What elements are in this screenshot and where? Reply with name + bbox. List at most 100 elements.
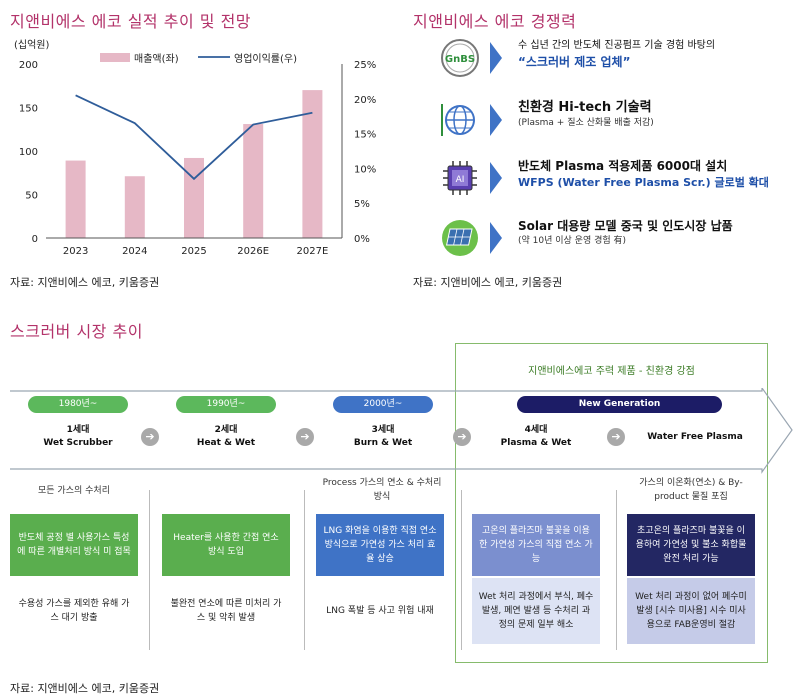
y-right-tick-label: 20% xyxy=(354,95,376,106)
gen2-name: 2세대 xyxy=(214,425,238,435)
col1-bottom: 수용성 가스를 제외한 유해 가스 대기 방출 xyxy=(18,599,130,623)
col3-bottom: LNG 폭발 등 사고 위험 내재 xyxy=(326,606,434,616)
x-tick-label: 2025 xyxy=(181,246,206,257)
x-tick-label: 2023 xyxy=(63,246,88,257)
competitive-heading: Solar 대용량 모델 중국 및 인도시장 납품 xyxy=(518,219,733,233)
margin-line xyxy=(75,94,313,181)
gen3-label: 3세대 Burn & Wet xyxy=(333,424,433,450)
chart-source: 자료: 지앤비에스 에코, 키움증권 xyxy=(10,276,160,289)
y-left-tick-label: 0 xyxy=(32,234,38,245)
competitive-item-experience: GnBS 수 십년 간의 반도체 진공펌프 기술 경험 바탕의 “스크러버 제조… xyxy=(440,38,790,82)
col5-top: 가스의 이온화(연소) & By-product 물질 포집 xyxy=(639,478,743,502)
gen2-type: Heat & Wet xyxy=(196,438,256,448)
highlight-box xyxy=(455,343,768,663)
column-divider xyxy=(304,490,305,650)
column-divider xyxy=(461,490,462,650)
col3-top: Process 가스의 연소 & 수처리 방식 xyxy=(322,478,442,502)
globe-icon xyxy=(441,104,475,136)
revenue-bar xyxy=(302,90,323,238)
competitive-sub: (Plasma + 질소 산화물 배출 저감) xyxy=(518,118,654,128)
column-divider xyxy=(149,490,150,650)
legend-label-margin: 영업이익률(우) xyxy=(234,52,297,65)
chevron-right-icon xyxy=(490,104,502,136)
competitive-heading: 친환경 Hi-tech 기술력 xyxy=(518,100,652,115)
y-right-tick-label: 10% xyxy=(354,164,376,175)
new-generation-label: New Generation xyxy=(578,399,661,409)
market-trend-title: 스크러버 시장 추이 xyxy=(10,322,143,341)
y-right-tick-label: 0% xyxy=(354,234,370,245)
col1-top: 모든 가스의 수처리 xyxy=(38,486,110,496)
gen3-period: 2000년~ xyxy=(363,399,403,409)
gen3-name: 3세대 xyxy=(371,425,395,435)
chevron-right-icon xyxy=(490,162,502,194)
col2-bottom: 불완전 연소에 따른 미처리 가스 및 악취 발생 xyxy=(170,599,282,623)
gen1-period: 1980년~ xyxy=(58,399,98,409)
revenue-bar xyxy=(243,124,264,238)
solar-panel-icon xyxy=(442,220,478,256)
legend-label-revenue: 매출액(좌) xyxy=(134,53,179,65)
col2-box: Heater를 사용한 간접 연소 방식 도입 xyxy=(162,514,290,576)
y-left-tick-label: 200 xyxy=(19,60,38,71)
revenue-bar xyxy=(124,176,145,238)
svg-text:AI: AI xyxy=(456,175,465,185)
chevron-right-icon xyxy=(490,222,502,254)
arrow-right-icon: ➔ xyxy=(453,428,471,446)
col4-bottom: Wet 처리 과정에서 부식, 폐수발생, 폐연 발생 등 수처리 과정의 문제… xyxy=(472,578,600,644)
col1-box: 반도체 공정 별 사용가스 특성에 따른 개별처리 방식 미 접목 xyxy=(10,514,138,576)
chart-unit-label: (십억원) xyxy=(14,39,50,51)
gen2-period: 1990년~ xyxy=(206,399,246,409)
y-right-tick-label: 15% xyxy=(354,130,376,141)
gen5-label: Water Free Plasma xyxy=(640,431,750,444)
gen4-name: 4세대 xyxy=(524,425,548,435)
gen4-label: 4세대 Plasma & Wet xyxy=(486,424,586,450)
y-left-tick-label: 150 xyxy=(19,104,38,115)
competitiveness-source: 자료: 지앤비에스 에코, 키움증권 xyxy=(413,276,563,289)
col3-box: LNG 화염을 이용한 직접 연소 방식으로 가연성 가스 처리 효율 상승 xyxy=(316,514,444,576)
timeline-arrow xyxy=(10,388,793,474)
competitive-sub: “스크러버 제조 업체” xyxy=(518,55,631,69)
chart-section-title: 지앤비에스 에코 실적 추이 및 전망 xyxy=(10,12,252,31)
arrow-right-icon: ➔ xyxy=(296,428,314,446)
col5-box: 초고온의 플라즈마 불꽃을 이용하여 가연성 및 불소 화합물 완전 처리 가능 xyxy=(627,514,755,576)
gen3-period-pill: 2000년~ xyxy=(333,396,433,413)
competitiveness-section-title: 지앤비에스 에코 경쟁력 xyxy=(413,12,577,31)
x-tick-label: 2024 xyxy=(122,246,147,257)
gen2-label: 2세대 Heat & Wet xyxy=(176,424,276,450)
gen1-period-pill: 1980년~ xyxy=(28,396,128,413)
ai-chip-icon: AI xyxy=(443,161,477,195)
x-tick-label: 2027E xyxy=(297,246,329,257)
gen1-type: Wet Scrubber xyxy=(43,438,113,448)
y-right-tick-label: 5% xyxy=(354,199,370,210)
gen5-type: Water Free Plasma xyxy=(647,432,743,442)
revenue-bar xyxy=(184,157,204,238)
competitive-item-hitech: 친환경 Hi-tech 기술력 (Plasma + 질소 산화물 배출 저감) xyxy=(440,100,790,144)
col5-bottom: Wet 처리 과정이 없어 폐수미발생 [시수 미사용] 시수 미사용으로 FA… xyxy=(627,578,755,644)
competitive-sub: WFPS (Water Free Plasma Scr.) 글로벌 확대 xyxy=(518,176,769,189)
column-divider xyxy=(616,490,617,650)
x-tick-label: 2026E xyxy=(237,246,269,257)
y-left-tick-label: 100 xyxy=(19,147,38,158)
highlight-label: 지앤비에스에코 주력 제품 - 친환경 강점 xyxy=(528,366,695,377)
new-generation-pill: New Generation xyxy=(517,396,722,413)
arrow-right-icon: ➔ xyxy=(141,428,159,446)
gen1-label: 1세대 Wet Scrubber xyxy=(28,424,128,450)
competitive-sub: (약 10년 이상 운영 경험 有) xyxy=(518,236,627,246)
gen2-period-pill: 1990년~ xyxy=(176,396,276,413)
arrow-right-icon: ➔ xyxy=(607,428,625,446)
legend-swatch-revenue xyxy=(100,53,130,62)
y-left-tick-label: 50 xyxy=(25,191,38,202)
svg-text:GnBS: GnBS xyxy=(445,54,475,65)
chevron-right-icon xyxy=(490,42,502,74)
gnbs-logo-icon: GnBS xyxy=(441,39,479,77)
revenue-bar xyxy=(65,160,86,238)
performance-chart: (십억원) 0 50 100 150 200 0% 5% 10% 15% 20% 25% 2023 202… xyxy=(14,39,376,257)
market-trend-source: 자료: 지앤비에스 에코, 키움증권 xyxy=(10,682,160,695)
gen3-type: Burn & Wet xyxy=(353,438,413,448)
competitive-item-plasma: AI 반도체 Plasma 적용제품 6000대 설치 WFPS (Water … xyxy=(440,158,790,202)
y-right-tick-label: 25% xyxy=(354,60,376,71)
col4-box: 고온의 플라즈마 불꽃을 이용한 가연성 가스의 직접 연소 가능 xyxy=(472,514,600,576)
gen4-type: Plasma & Wet xyxy=(500,438,572,448)
competitive-item-solar: Solar 대용량 모델 중국 및 인도시장 납품 (약 10년 이상 운영 경… xyxy=(440,218,790,262)
competitive-heading: 반도체 Plasma 적용제품 6000대 설치 xyxy=(518,159,728,173)
competitive-heading: 수 십년 간의 반도체 진공펌프 기술 경험 바탕의 xyxy=(518,40,716,51)
